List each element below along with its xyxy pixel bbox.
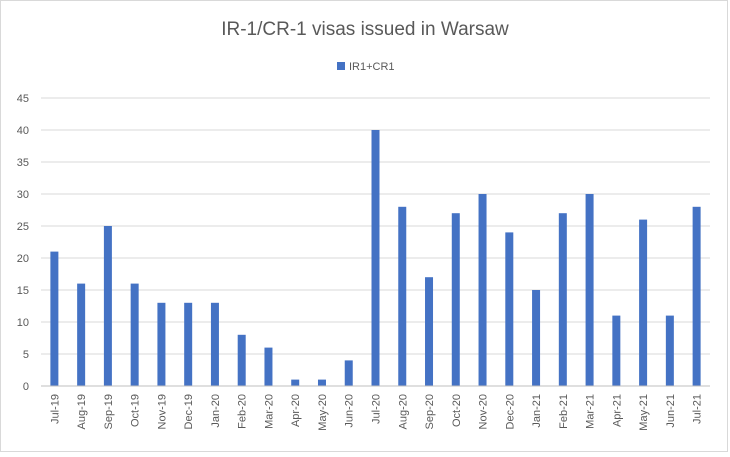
x-tick-label: Oct-19 — [130, 394, 142, 427]
x-tick-label: Jan-21 — [531, 394, 543, 428]
y-axis-ticks: 0 5 10 15 20 25 30 35 40 45 — [17, 93, 29, 393]
x-tick-label: May-20 — [317, 394, 329, 431]
x-tick-label: Aug-19 — [76, 394, 88, 429]
x-tick-label: Apr-21 — [611, 394, 623, 427]
x-tick-label: Aug-20 — [397, 394, 409, 429]
x-tick-label: Nov-19 — [156, 394, 168, 429]
bar-Mar-21 — [585, 194, 594, 386]
x-tick-label: Mar-20 — [263, 394, 275, 429]
x-tick-label: May-21 — [638, 394, 650, 431]
bar-Aug-19 — [77, 283, 86, 386]
x-tick-label: Feb-21 — [558, 394, 570, 429]
y-tick-label: 25 — [17, 221, 29, 233]
bar-Apr-20 — [291, 379, 300, 386]
bar-Sep-19 — [103, 226, 112, 386]
legend-label: IR1+CR1 — [349, 61, 395, 73]
bar-Oct-19 — [130, 283, 139, 386]
y-tick-label: 40 — [17, 125, 29, 137]
chart-title: IR-1/CR-1 visas issued in Warsaw — [221, 19, 509, 40]
y-tick-label: 5 — [23, 349, 29, 361]
y-tick-label: 0 — [23, 381, 29, 393]
bar-Jun-20 — [344, 360, 353, 386]
x-tick-label: Sep-20 — [424, 394, 436, 429]
y-tick-label: 30 — [17, 189, 29, 201]
bar-Dec-19 — [184, 302, 193, 386]
x-tick-label: Jun-21 — [665, 394, 677, 428]
x-tick-label: Jul-20 — [371, 394, 383, 424]
y-tick-label: 15 — [17, 285, 29, 297]
y-tick-label: 20 — [17, 253, 29, 265]
bar-Jul-19 — [50, 251, 59, 386]
bar-Jan-20 — [210, 302, 219, 386]
legend-swatch — [337, 62, 345, 70]
bar-Oct-20 — [451, 213, 460, 386]
legend: IR1+CR1 — [337, 61, 395, 73]
x-tick-label: Dec-20 — [504, 394, 516, 429]
x-tick-label: Oct-20 — [451, 394, 463, 427]
bar-Jul-20 — [371, 130, 380, 386]
bar-Nov-20 — [478, 194, 487, 386]
bar-Mar-20 — [264, 347, 273, 386]
bar-Aug-20 — [398, 206, 407, 386]
bar-Nov-19 — [157, 302, 166, 386]
y-tick-label: 45 — [17, 93, 29, 105]
y-tick-label: 10 — [17, 317, 29, 329]
bar-Dec-20 — [505, 232, 514, 386]
x-tick-label: Dec-19 — [183, 394, 195, 429]
bar-Jul-21 — [692, 206, 701, 386]
bars — [50, 130, 701, 386]
bar-May-21 — [639, 219, 648, 386]
x-tick-label: Feb-20 — [237, 394, 249, 429]
x-axis-ticks: Jul-19 Aug-19 Sep-19 Oct-19 Nov-19 Dec-19 Jan-… — [49, 394, 703, 431]
bar-Sep-20 — [425, 277, 434, 386]
bar-Jan-21 — [532, 290, 541, 386]
x-tick-label: Apr-20 — [290, 394, 302, 427]
x-tick-label: Mar-21 — [585, 394, 597, 429]
x-tick-label: Sep-19 — [103, 394, 115, 429]
x-tick-label: Jan-20 — [210, 394, 222, 428]
x-tick-label: Jul-19 — [49, 394, 61, 424]
bar-Feb-20 — [237, 334, 246, 386]
y-tick-label: 35 — [17, 157, 29, 169]
bar-May-20 — [317, 379, 326, 386]
x-tick-label: Nov-20 — [478, 394, 490, 429]
bar-Jun-21 — [665, 315, 674, 386]
bar-Feb-21 — [558, 213, 567, 386]
x-tick-label: Jul-21 — [692, 394, 704, 424]
x-tick-label: Jun-20 — [344, 394, 356, 428]
bar-Apr-21 — [612, 315, 621, 386]
